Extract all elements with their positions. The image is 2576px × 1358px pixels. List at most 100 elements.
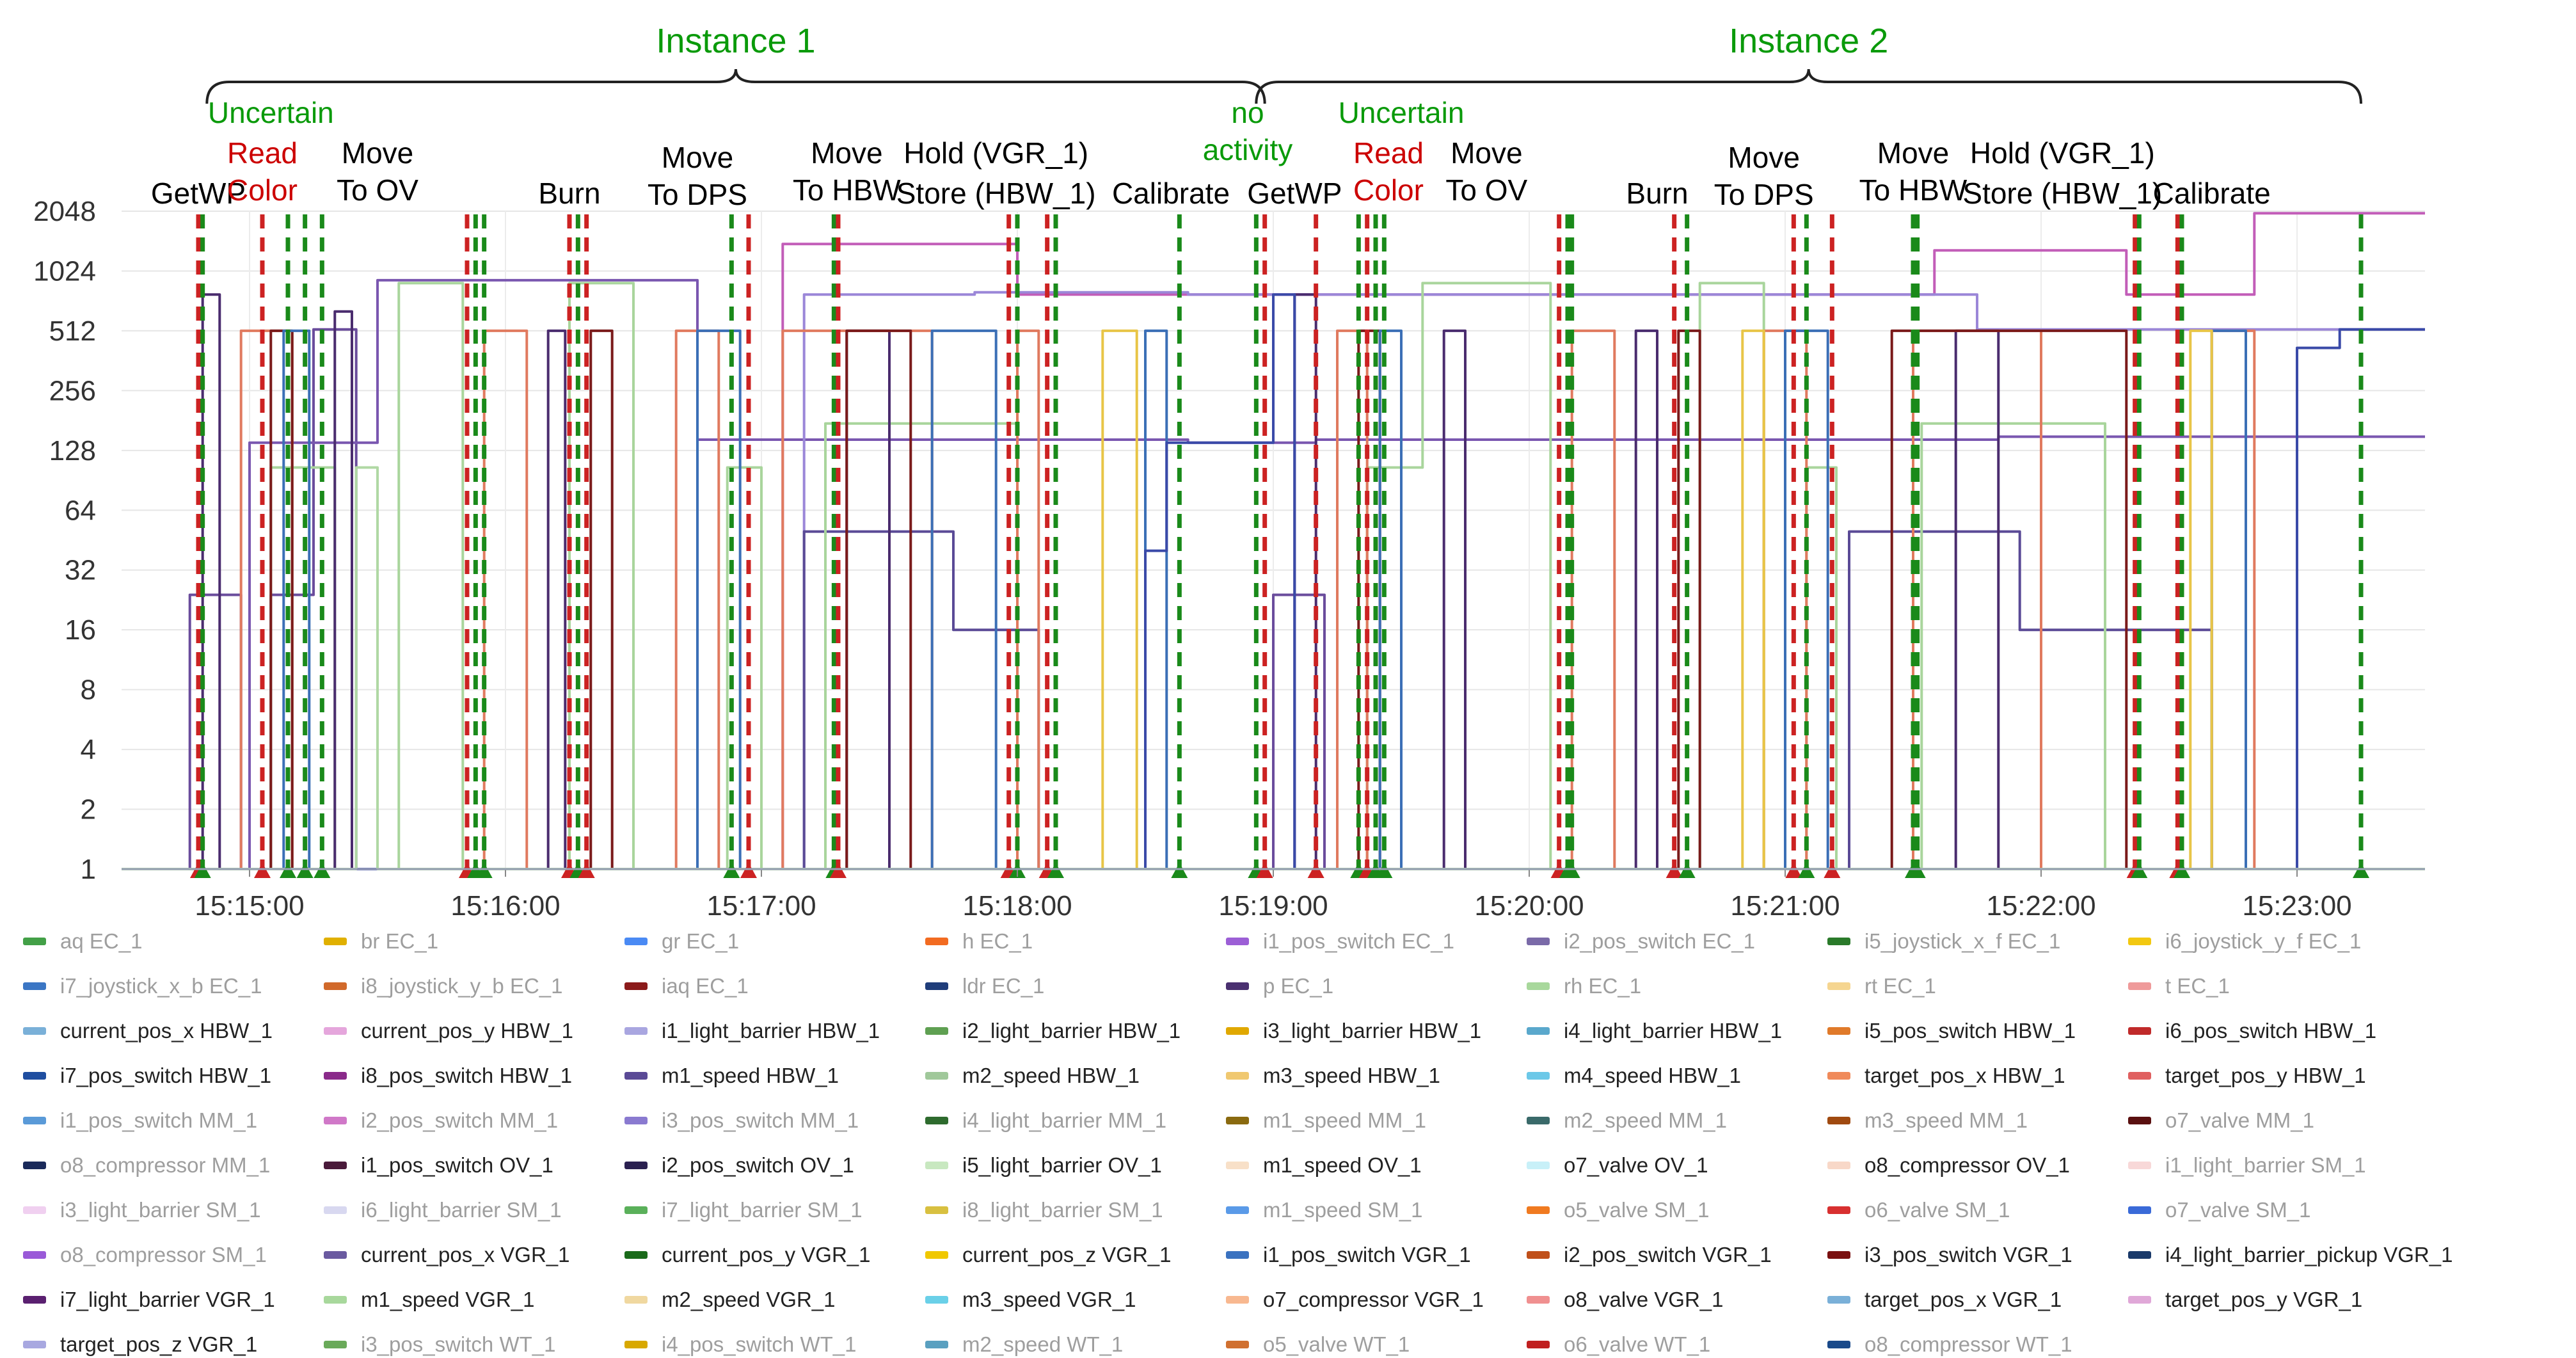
legend-item[interactable]: i5_pos_switch HBW_1 <box>1827 1018 2128 1044</box>
legend-item[interactable]: i7_joystick_x_b EC_1 <box>23 973 324 1000</box>
legend-label: o5_valve SM_1 <box>1564 1198 1710 1222</box>
legend-item[interactable]: i7_pos_switch HBW_1 <box>23 1062 324 1089</box>
legend-item[interactable]: target_pos_x VGR_1 <box>1827 1286 2128 1313</box>
legend-item[interactable]: i2_pos_switch EC_1 <box>1527 928 1827 955</box>
legend-item[interactable]: i6_light_barrier SM_1 <box>324 1197 624 1224</box>
legend-item[interactable]: o8_compressor MM_1 <box>23 1152 324 1179</box>
legend-item[interactable]: i4_light_barrier HBW_1 <box>1527 1018 1827 1044</box>
legend-item[interactable]: o8_compressor OV_1 <box>1827 1152 2128 1179</box>
legend-item[interactable]: i3_pos_switch VGR_1 <box>1827 1242 2128 1268</box>
event-triangle <box>1256 863 1273 878</box>
legend-item[interactable]: i1_pos_switch VGR_1 <box>1226 1242 1527 1268</box>
legend-item[interactable]: i1_pos_switch EC_1 <box>1226 928 1527 955</box>
legend-item[interactable]: i3_pos_switch WT_1 <box>324 1331 624 1358</box>
legend-item[interactable]: i3_light_barrier SM_1 <box>23 1197 324 1224</box>
legend-item[interactable]: m1_speed VGR_1 <box>324 1286 624 1313</box>
legend-item[interactable]: i3_pos_switch MM_1 <box>624 1107 925 1134</box>
legend-label: i5_joystick_x_f EC_1 <box>1864 929 2061 953</box>
legend-item[interactable]: o7_compressor VGR_1 <box>1226 1286 1527 1313</box>
legend-label: o8_compressor WT_1 <box>1864 1332 2072 1356</box>
legend-item[interactable]: m1_speed MM_1 <box>1226 1107 1527 1134</box>
legend-item[interactable]: br EC_1 <box>324 928 624 955</box>
legend-swatch <box>2128 1027 2151 1035</box>
legend-item[interactable]: o8_compressor SM_1 <box>23 1242 324 1268</box>
legend-item[interactable]: target_pos_y HBW_1 <box>2128 1062 2429 1089</box>
legend-item[interactable]: m3_speed VGR_1 <box>925 1286 1226 1313</box>
event-triangle <box>1678 863 1696 878</box>
legend-label: m2_speed VGR_1 <box>662 1288 836 1311</box>
legend-item[interactable]: i1_light_barrier SM_1 <box>2128 1152 2429 1179</box>
legend-item[interactable]: i3_light_barrier HBW_1 <box>1226 1018 1527 1044</box>
legend-item[interactable]: t EC_1 <box>2128 973 2429 1000</box>
legend-label: target_pos_x VGR_1 <box>1864 1288 2062 1311</box>
legend-item[interactable]: i6_joystick_y_f EC_1 <box>2128 928 2429 955</box>
legend-item[interactable]: o6_valve WT_1 <box>1527 1331 1827 1358</box>
legend-item[interactable]: m2_speed HBW_1 <box>925 1062 1226 1089</box>
legend-item[interactable]: rh EC_1 <box>1527 973 1827 1000</box>
legend-item[interactable]: i1_pos_switch OV_1 <box>324 1152 624 1179</box>
legend-item[interactable]: gr EC_1 <box>624 928 925 955</box>
legend-item[interactable]: i8_pos_switch HBW_1 <box>324 1062 624 1089</box>
legend-item[interactable]: m3_speed MM_1 <box>1827 1107 2128 1134</box>
legend-item[interactable]: i2_pos_switch MM_1 <box>324 1107 624 1134</box>
legend-item[interactable]: m1_speed OV_1 <box>1226 1152 1527 1179</box>
legend-item[interactable]: o7_valve OV_1 <box>1527 1152 1827 1179</box>
legend-item[interactable]: i7_light_barrier VGR_1 <box>23 1286 324 1313</box>
legend-item[interactable]: o5_valve SM_1 <box>1527 1197 1827 1224</box>
legend-item[interactable]: target_pos_y VGR_1 <box>2128 1286 2429 1313</box>
legend-swatch <box>324 1341 347 1348</box>
legend-item[interactable]: i5_light_barrier OV_1 <box>925 1152 1226 1179</box>
legend-label: o6_valve SM_1 <box>1864 1198 2010 1222</box>
legend-swatch <box>624 1117 648 1124</box>
legend-label: i3_pos_switch VGR_1 <box>1864 1243 2072 1266</box>
legend-item[interactable]: o7_valve SM_1 <box>2128 1197 2429 1224</box>
legend-label: i5_pos_switch HBW_1 <box>1864 1019 2076 1042</box>
legend-item[interactable]: m1_speed SM_1 <box>1226 1197 1527 1224</box>
legend-item[interactable]: ldr EC_1 <box>925 973 1226 1000</box>
legend-item[interactable]: i8_joystick_y_b EC_1 <box>324 973 624 1000</box>
legend-item[interactable]: i6_pos_switch HBW_1 <box>2128 1018 2429 1044</box>
legend-item[interactable]: o5_valve WT_1 <box>1226 1331 1527 1358</box>
legend-item[interactable]: i1_light_barrier HBW_1 <box>624 1018 925 1044</box>
legend-item[interactable]: o6_valve SM_1 <box>1827 1197 2128 1224</box>
legend-item[interactable]: current_pos_x HBW_1 <box>23 1018 324 1044</box>
legend-item[interactable]: current_pos_y HBW_1 <box>324 1018 624 1044</box>
legend-item[interactable]: i1_pos_switch MM_1 <box>23 1107 324 1134</box>
legend-item[interactable]: i8_light_barrier SM_1 <box>925 1197 1226 1224</box>
phase-label: To DPS <box>1714 178 1814 211</box>
legend-item[interactable]: i2_light_barrier HBW_1 <box>925 1018 1226 1044</box>
phase-label: To OV <box>1445 173 1527 207</box>
legend-item[interactable]: i4_pos_switch WT_1 <box>624 1331 925 1358</box>
legend-item[interactable]: m1_speed HBW_1 <box>624 1062 925 1089</box>
legend-item[interactable]: p EC_1 <box>1226 973 1527 1000</box>
legend-item[interactable]: o8_valve VGR_1 <box>1527 1286 1827 1313</box>
legend-item[interactable]: m2_speed VGR_1 <box>624 1286 925 1313</box>
legend-item[interactable]: current_pos_z VGR_1 <box>925 1242 1226 1268</box>
legend-item[interactable]: m3_speed HBW_1 <box>1226 1062 1527 1089</box>
legend-item[interactable]: o7_valve MM_1 <box>2128 1107 2429 1134</box>
legend-item[interactable]: i7_light_barrier SM_1 <box>624 1197 925 1224</box>
legend-swatch <box>23 1251 46 1259</box>
legend-item[interactable]: current_pos_x VGR_1 <box>324 1242 624 1268</box>
legend-item[interactable]: rt EC_1 <box>1827 973 2128 1000</box>
legend-item[interactable]: i4_light_barrier_pickup VGR_1 <box>2128 1242 2453 1268</box>
phase-label: no <box>1231 96 1264 129</box>
legend-label: target_pos_y HBW_1 <box>2165 1064 2366 1087</box>
legend-item[interactable]: i2_pos_switch OV_1 <box>624 1152 925 1179</box>
legend-item[interactable]: i4_light_barrier MM_1 <box>925 1107 1226 1134</box>
legend-item[interactable]: target_pos_x HBW_1 <box>1827 1062 2128 1089</box>
legend-item[interactable]: target_pos_z VGR_1 <box>23 1331 324 1358</box>
legend-item[interactable]: m2_speed MM_1 <box>1527 1107 1827 1134</box>
legend-item[interactable]: aq EC_1 <box>23 928 324 955</box>
legend-item[interactable]: m4_speed HBW_1 <box>1527 1062 1827 1089</box>
legend-item[interactable]: i2_pos_switch VGR_1 <box>1527 1242 1827 1268</box>
legend-item[interactable]: o8_compressor WT_1 <box>1827 1331 2128 1358</box>
legend-label: i1_pos_switch VGR_1 <box>1263 1243 1471 1266</box>
legend-label: i2_light_barrier HBW_1 <box>962 1019 1181 1042</box>
legend-item[interactable]: i5_joystick_x_f EC_1 <box>1827 928 2128 955</box>
legend-item[interactable]: h EC_1 <box>925 928 1226 955</box>
legend-swatch <box>1827 1027 1850 1035</box>
legend-item[interactable]: iaq EC_1 <box>624 973 925 1000</box>
legend-item[interactable]: current_pos_y VGR_1 <box>624 1242 925 1268</box>
legend-item[interactable]: m2_speed WT_1 <box>925 1331 1226 1358</box>
